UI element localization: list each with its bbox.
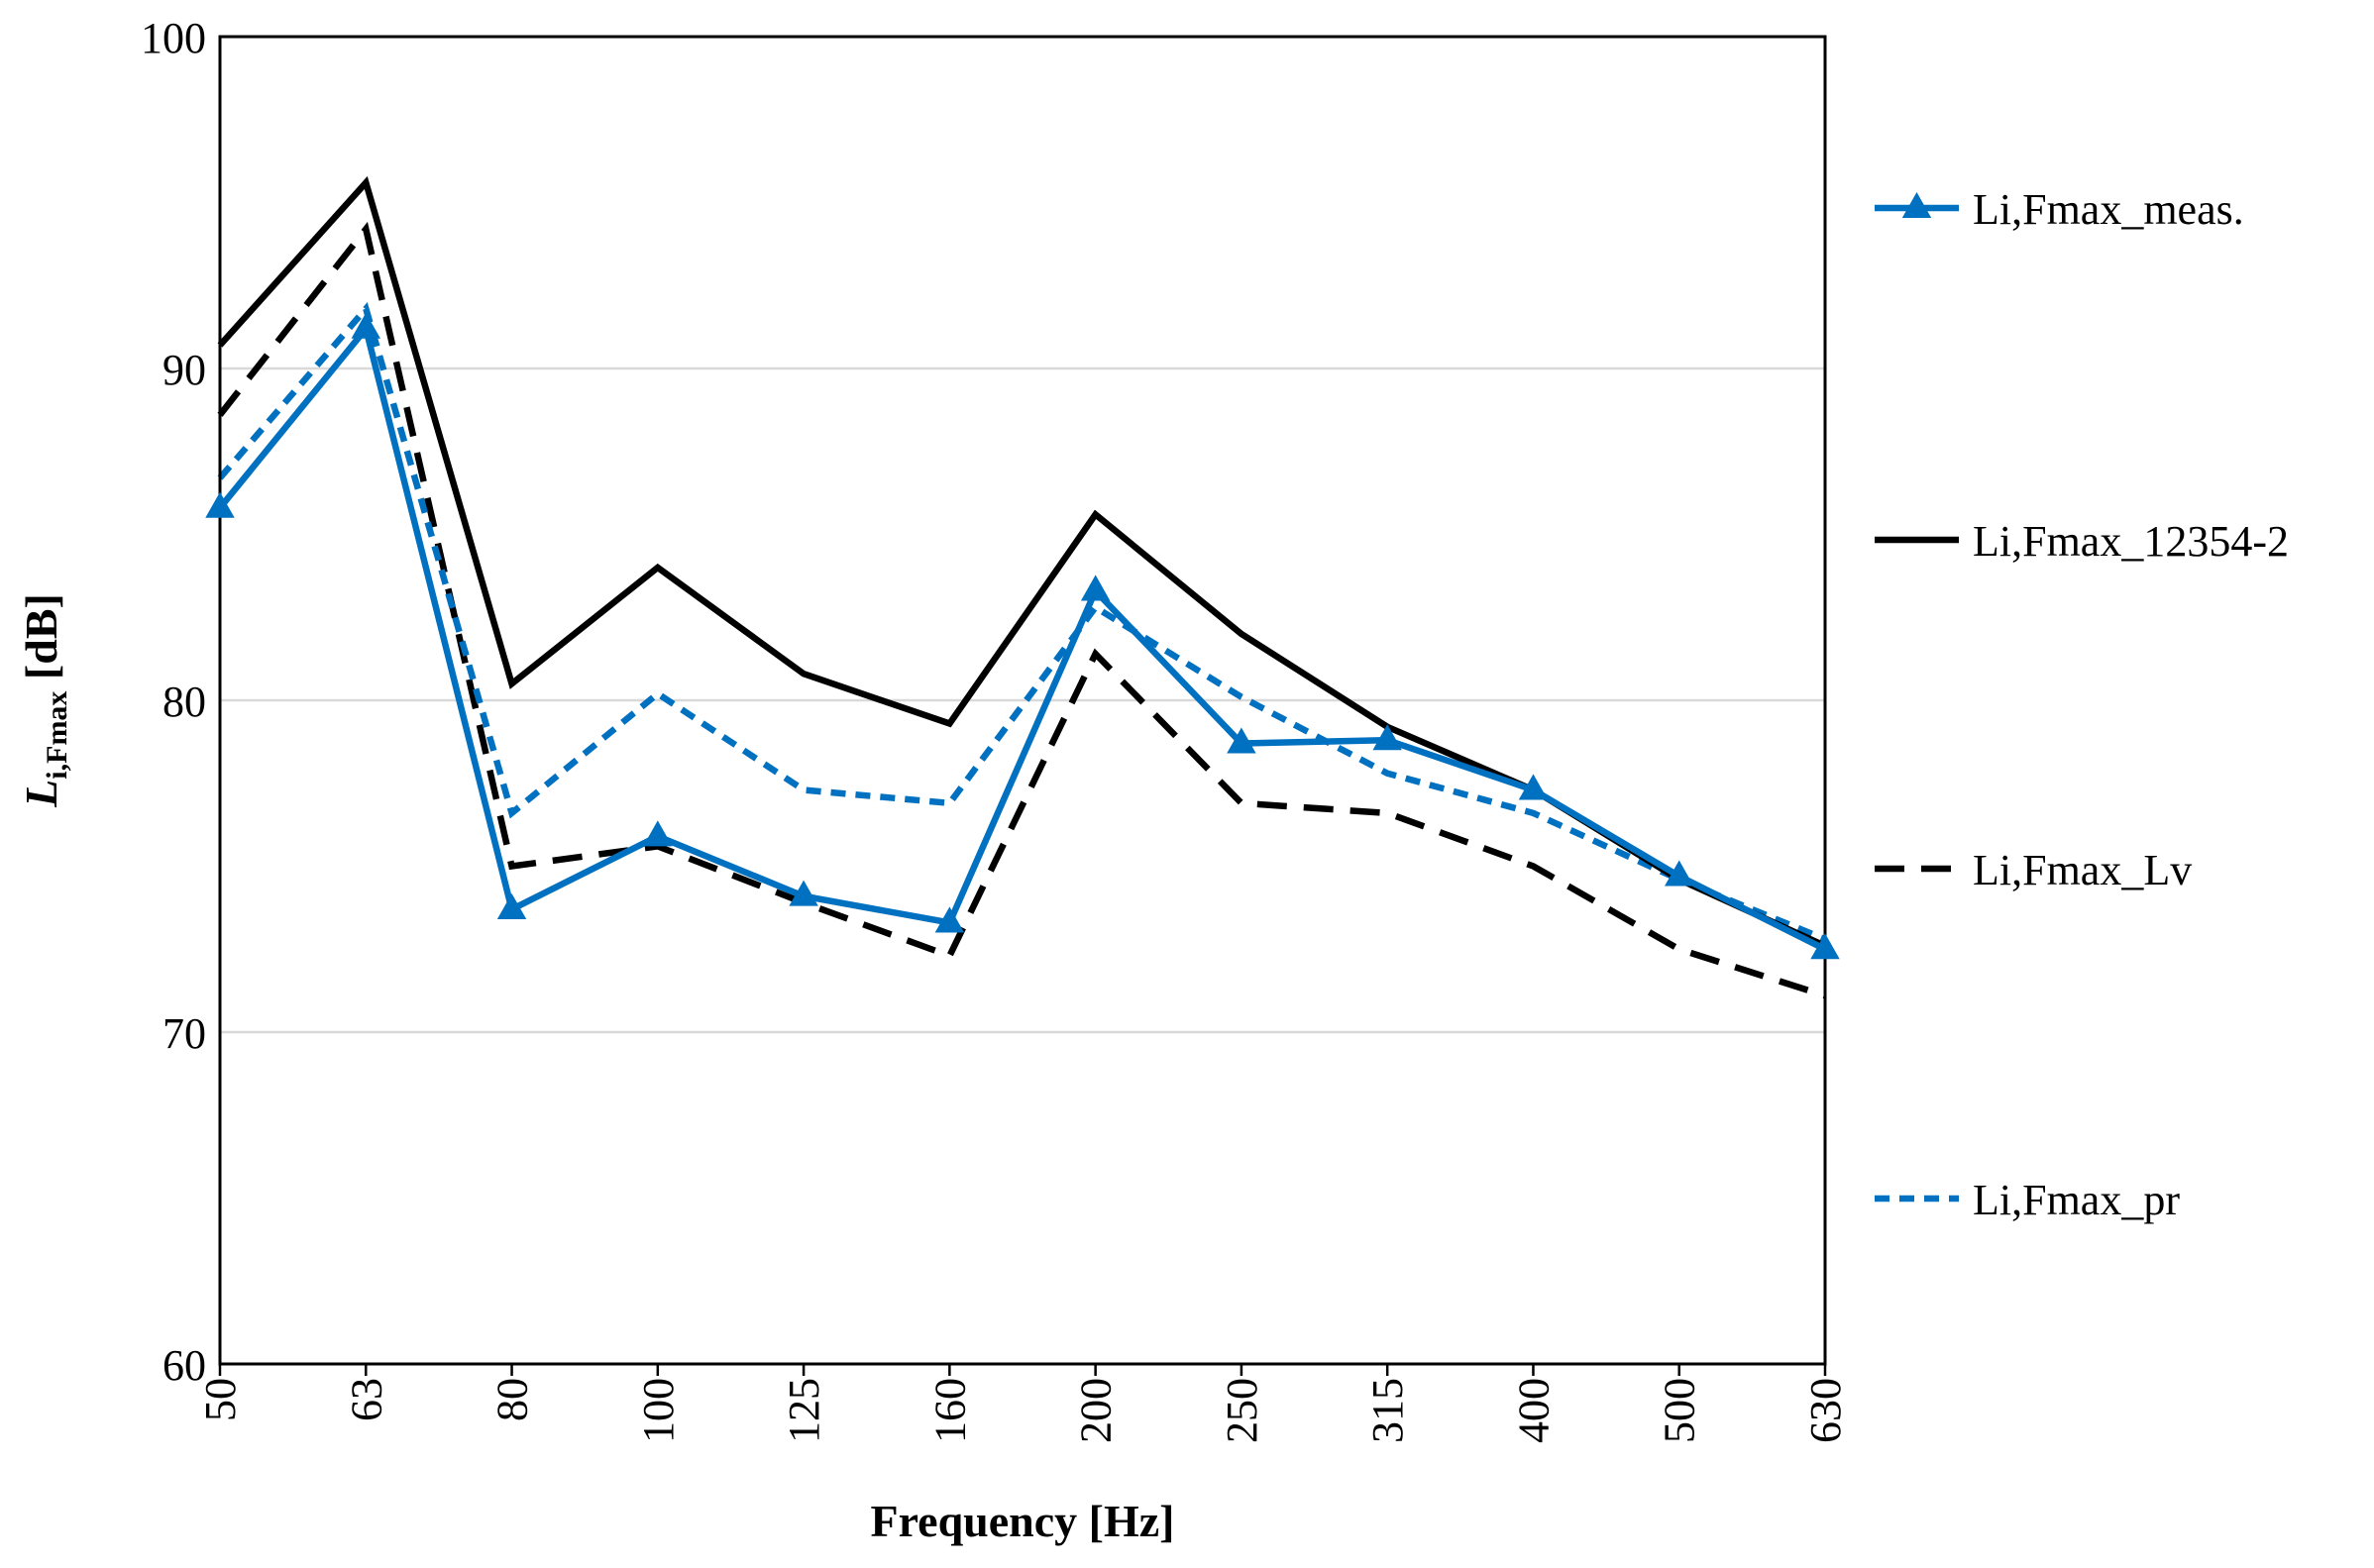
legend-marker-li-fmax-meas [1901, 191, 1932, 218]
y-axis-label-base: L [16, 780, 66, 808]
legend-label-li-fmax-pr: Li,Fmax_pr [1973, 1176, 2180, 1224]
data-point-li-fmax-meas-500 [1665, 860, 1694, 887]
data-point-li-fmax-meas-80 [496, 893, 527, 920]
y-tick-label-90: 90 [162, 346, 206, 394]
y-tick-label-80: 80 [162, 678, 206, 726]
data-point-li-fmax-meas-315 [1372, 724, 1402, 751]
legend: Li,Fmax_meas. Li,Fmax_12354-2 Li,Fmax_Lv Li… [1875, 185, 2289, 1224]
series-line-li-fmax-meas [217, 321, 1827, 953]
x-tick-label-200: 200 [1072, 1378, 1121, 1443]
data-point-li-fmax-meas-200 [1080, 575, 1111, 601]
data-point-li-fmax-meas-250 [1227, 727, 1256, 754]
y-axis-label: Li,Fmax [dB] [16, 593, 73, 808]
x-tick-label-63: 63 [342, 1378, 390, 1421]
y-axis-label-unit: [dB] [16, 593, 66, 679]
data-point-li-fmax-meas-630 [1810, 933, 1840, 960]
x-tick-label-125: 125 [780, 1378, 828, 1443]
y-axis-label-subscript: i,Fmax [41, 691, 73, 780]
data-point-li-fmax-meas-100 [643, 820, 673, 847]
x-tick-label-315: 315 [1363, 1378, 1412, 1443]
legend-label-li-fmax-meas: Li,Fmax_meas. [1973, 185, 2244, 234]
x-tick-label-400: 400 [1509, 1378, 1558, 1443]
y-axis-ticks: 60 70 80 90 100 [141, 14, 206, 1390]
y-tick-label-70: 70 [162, 1009, 206, 1058]
x-tick-label-100: 100 [634, 1378, 683, 1443]
data-point-li-fmax-meas-400 [1518, 774, 1549, 800]
series-lines [217, 175, 1827, 999]
legend-label-li-fmax-12354-2: Li,Fmax_12354-2 [1973, 517, 2289, 566]
data-point-li-fmax-meas-50 [205, 491, 235, 518]
x-tick-label-630: 630 [1801, 1378, 1850, 1443]
x-axis-ticks: 50 63 80 100 125 160 200 250 315 400 500 630 [196, 1364, 1850, 1443]
data-point-li-fmax-meas-63 [351, 312, 380, 339]
y-tick-label-100: 100 [141, 14, 206, 62]
x-tick-label-250: 250 [1218, 1378, 1266, 1443]
y-tick-label-60: 60 [162, 1341, 206, 1390]
legend-label-li-fmax-lv: Li,Fmax_Lv [1973, 846, 2192, 894]
series-line-li-fmax-pr [217, 302, 1827, 943]
gridlines [220, 366, 1825, 1034]
series-markers [205, 312, 1840, 960]
x-tick-label-160: 160 [925, 1378, 974, 1443]
plot-area-border [218, 35, 1827, 1366]
y-axis-label-spacer [16, 679, 66, 691]
data-point-li-fmax-meas-160 [934, 906, 965, 933]
x-tick-label-80: 80 [488, 1378, 537, 1421]
x-axis-label: Frequency [Hz] [870, 1496, 1174, 1546]
x-tick-label-500: 500 [1656, 1378, 1704, 1443]
series-line-li-fmax-lv [217, 221, 1826, 999]
data-point-li-fmax-meas-125 [789, 880, 818, 906]
x-tick-label-50: 50 [196, 1378, 245, 1421]
